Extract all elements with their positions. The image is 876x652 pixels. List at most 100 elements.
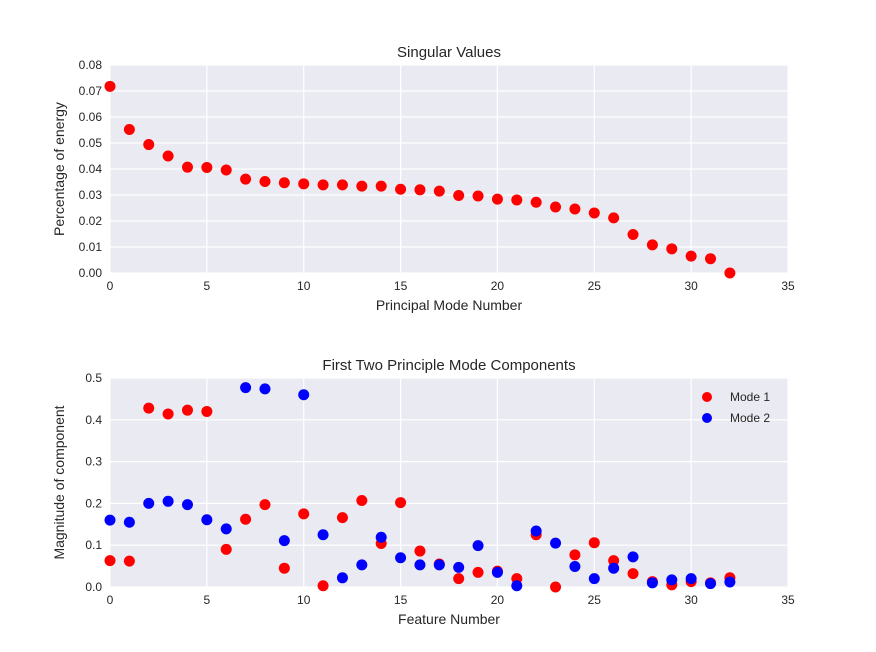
y-tick-label: 0.4 <box>85 413 102 427</box>
y-axis-label: Magnitude of component <box>51 405 67 559</box>
y-tick-label: 0.03 <box>79 188 103 202</box>
data-point-series-2 <box>608 562 620 574</box>
data-point-series-2 <box>259 383 271 395</box>
y-tick-label: 0.08 <box>79 58 103 72</box>
y-tick-label: 0.5 <box>85 371 102 385</box>
data-point-series-2 <box>627 551 639 563</box>
data-point-series-2 <box>569 561 581 573</box>
x-tick-labels: 0 5 10 15 20 25 30 35 <box>107 279 795 293</box>
data-point-series-1 <box>550 581 562 593</box>
data-point-series-2 <box>336 572 348 584</box>
data-point-series-2 <box>530 525 542 537</box>
data-point <box>336 179 348 191</box>
x-tick-label: 5 <box>204 279 211 293</box>
data-point-series-1 <box>356 494 368 506</box>
data-point-series-1 <box>143 402 155 414</box>
data-point-series-1 <box>259 499 271 511</box>
data-point <box>201 161 213 173</box>
x-tick-label: 25 <box>588 279 602 293</box>
data-point-series-2 <box>588 573 600 585</box>
data-point-series-1 <box>220 543 232 555</box>
data-point-series-2 <box>472 540 484 552</box>
data-point-series-1 <box>472 566 484 578</box>
y-tick-label: 0.06 <box>79 110 103 124</box>
y-axis-label: Percentage of energy <box>51 102 67 236</box>
data-point-series-1 <box>414 545 426 557</box>
x-tick-label: 0 <box>107 593 114 607</box>
y-tick-labels: 0.0 0.1 0.2 0.3 0.4 0.5 <box>85 371 102 594</box>
y-tick-label: 0.1 <box>85 538 102 552</box>
data-point-series-1 <box>569 549 581 561</box>
data-point <box>491 193 503 205</box>
data-point <box>356 180 368 192</box>
data-point-series-2 <box>375 531 387 543</box>
data-point-series-1 <box>123 555 135 567</box>
y-tick-label: 0.2 <box>85 496 102 510</box>
data-point <box>472 190 484 202</box>
data-point-series-2 <box>666 574 678 586</box>
data-points <box>104 80 736 279</box>
data-point-series-2 <box>646 577 658 589</box>
data-point-series-1 <box>336 512 348 524</box>
data-point <box>143 139 155 151</box>
data-point-series-1 <box>395 497 407 509</box>
mode-components-plot: 0 5 10 15 20 25 30 35 0.0 0.1 0.2 0.3 0.4 0.5 First … <box>51 357 795 627</box>
data-point-series-1 <box>627 568 639 580</box>
data-point-series-2 <box>317 529 329 541</box>
data-point-series-2 <box>298 389 310 401</box>
data-point <box>123 123 135 135</box>
legend-label-mode-1: Mode 1 <box>730 390 770 404</box>
data-point <box>240 173 252 185</box>
y-tick-labels: 0.00 0.01 0.02 0.03 0.04 0.05 0.06 0.07 0.08 <box>79 58 103 280</box>
data-points <box>104 382 736 593</box>
data-point <box>278 177 290 189</box>
data-point-series-2 <box>356 559 368 571</box>
data-point-series-2 <box>491 566 503 578</box>
data-point <box>375 180 387 192</box>
data-point-series-1 <box>278 562 290 574</box>
x-axis-label: Principal Mode Number <box>376 297 523 313</box>
legend-label-mode-2: Mode 2 <box>730 411 770 425</box>
data-point-series-1 <box>181 404 193 416</box>
y-tick-label: 0.07 <box>79 84 103 98</box>
x-tick-label: 35 <box>781 279 795 293</box>
chart-title: Singular Values <box>397 44 501 61</box>
x-tick-label: 35 <box>781 593 795 607</box>
data-point-series-1 <box>453 573 465 585</box>
data-point <box>588 207 600 219</box>
x-tick-label: 10 <box>297 593 311 607</box>
data-point <box>395 183 407 195</box>
data-point <box>511 194 523 206</box>
x-tick-label: 30 <box>684 279 698 293</box>
data-point-series-2 <box>162 495 174 507</box>
data-point <box>414 184 426 196</box>
data-point <box>181 161 193 173</box>
data-point-series-2 <box>550 537 562 549</box>
y-tick-label: 0.00 <box>79 266 103 280</box>
x-tick-label: 10 <box>297 279 311 293</box>
data-point <box>724 267 736 279</box>
data-point <box>298 178 310 190</box>
legend: Mode 1 Mode 2 <box>702 390 770 425</box>
data-point-series-1 <box>104 555 116 567</box>
data-point-series-1 <box>588 537 600 549</box>
x-tick-label: 20 <box>491 279 505 293</box>
data-point-series-2 <box>414 559 426 571</box>
data-point-series-2 <box>201 514 213 526</box>
data-point <box>220 164 232 176</box>
x-tick-label: 25 <box>588 593 602 607</box>
x-tick-labels: 0 5 10 15 20 25 30 35 <box>107 593 795 607</box>
data-point-series-2 <box>143 497 155 509</box>
data-point <box>259 175 271 187</box>
data-point-series-2 <box>123 516 135 528</box>
x-tick-label: 20 <box>491 593 505 607</box>
data-point <box>550 201 562 213</box>
legend-marker-mode-2 <box>702 413 712 423</box>
data-point-series-1 <box>608 555 620 567</box>
data-point <box>646 239 658 251</box>
data-point-series-1 <box>201 405 213 417</box>
data-point-series-1 <box>317 580 329 592</box>
legend-marker-mode-1 <box>702 392 712 402</box>
data-point <box>685 250 697 262</box>
